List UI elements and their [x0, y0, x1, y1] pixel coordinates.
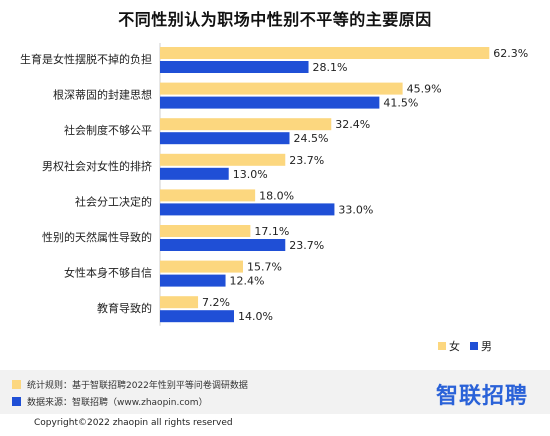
bar-male [160, 310, 234, 323]
bar-value-label: 24.5% [294, 132, 329, 145]
category-label: 女性本身不够自信 [64, 266, 152, 280]
bar-male [160, 274, 226, 287]
bar-female [160, 260, 243, 273]
bar-value-label: 17.1% [254, 225, 289, 238]
bar-male [160, 132, 290, 145]
chart-title: 不同性别认为职场中性别不平等的主要原因 [118, 10, 432, 29]
bar-male [160, 239, 286, 251]
note-source-text: 数据来源：智联招聘（www.zhaopin.com） [27, 398, 208, 408]
legend-swatch-male [470, 342, 478, 350]
bar-value-label: 28.1% [313, 61, 348, 74]
bar-value-label: 7.2% [202, 296, 230, 309]
bar-value-label: 32.4% [335, 118, 370, 131]
copyright-text: Copyright©2022 zhaopin all rights reserv… [34, 418, 233, 428]
bar-female [160, 225, 251, 237]
category-label: 社会制度不够公平 [64, 123, 152, 137]
bar-value-label: 45.9% [407, 83, 442, 96]
note-method: 统计规则：基于智联招聘2022年性别平等问卷调研数据 [12, 378, 248, 391]
footer-notes: 统计规则：基于智联招聘2022年性别平等问卷调研数据 数据来源：智联招聘（www… [0, 370, 550, 414]
bar-male [160, 167, 229, 180]
note-source: 数据来源：智联招聘（www.zhaopin.com） [12, 395, 208, 408]
category-label: 生育是女性摆脱不掉的负担 [20, 52, 152, 66]
bar-female [160, 153, 286, 166]
category-label: 根深蒂固的封建思想 [53, 88, 152, 102]
brand-logo: 智联招聘 [435, 384, 528, 409]
bar-value-label: 33.0% [338, 203, 373, 216]
bar-male [160, 203, 335, 216]
bar-value-label: 62.3% [493, 47, 528, 60]
bar-female [160, 189, 256, 202]
bar-chart: 生育是女性摆脱不掉的负担 62.3% 28.1% 根深蒂固的封建思想 45.9%41.5… [20, 43, 528, 353]
legend-label-female: 女 [449, 339, 460, 353]
bar-male [160, 96, 380, 109]
bar-male [160, 61, 309, 73]
legend-label-male: 男 [481, 340, 492, 353]
category-label: 社会分工决定的 [75, 194, 152, 208]
bar-value-label: 12.4% [230, 275, 265, 288]
bar-value-label: 14.0% [238, 310, 273, 323]
legend-swatch-female [438, 342, 446, 350]
category-label: 男权社会对女性的排挤 [42, 159, 152, 173]
bar-female [160, 47, 490, 59]
note-source-swatch [12, 397, 21, 406]
bar-value-label: 15.7% [247, 261, 282, 274]
bar-female [160, 118, 332, 131]
bar-value-label: 18.0% [259, 189, 294, 202]
note-method-swatch [12, 380, 21, 389]
bar-value-label: 23.7% [289, 154, 324, 167]
note-method-text: 统计规则：基于智联招聘2022年性别平等问卷调研数据 [27, 381, 248, 391]
bar-value-label: 13.0% [233, 168, 268, 181]
bar-value-label: 23.7% [289, 239, 324, 252]
bar-female [160, 82, 403, 95]
category-label: 性别的天然属性导致的 [42, 230, 152, 244]
bar-value-label: 41.5% [383, 97, 418, 110]
bar-female [160, 296, 199, 309]
category-label: 教育导致的 [97, 301, 152, 315]
